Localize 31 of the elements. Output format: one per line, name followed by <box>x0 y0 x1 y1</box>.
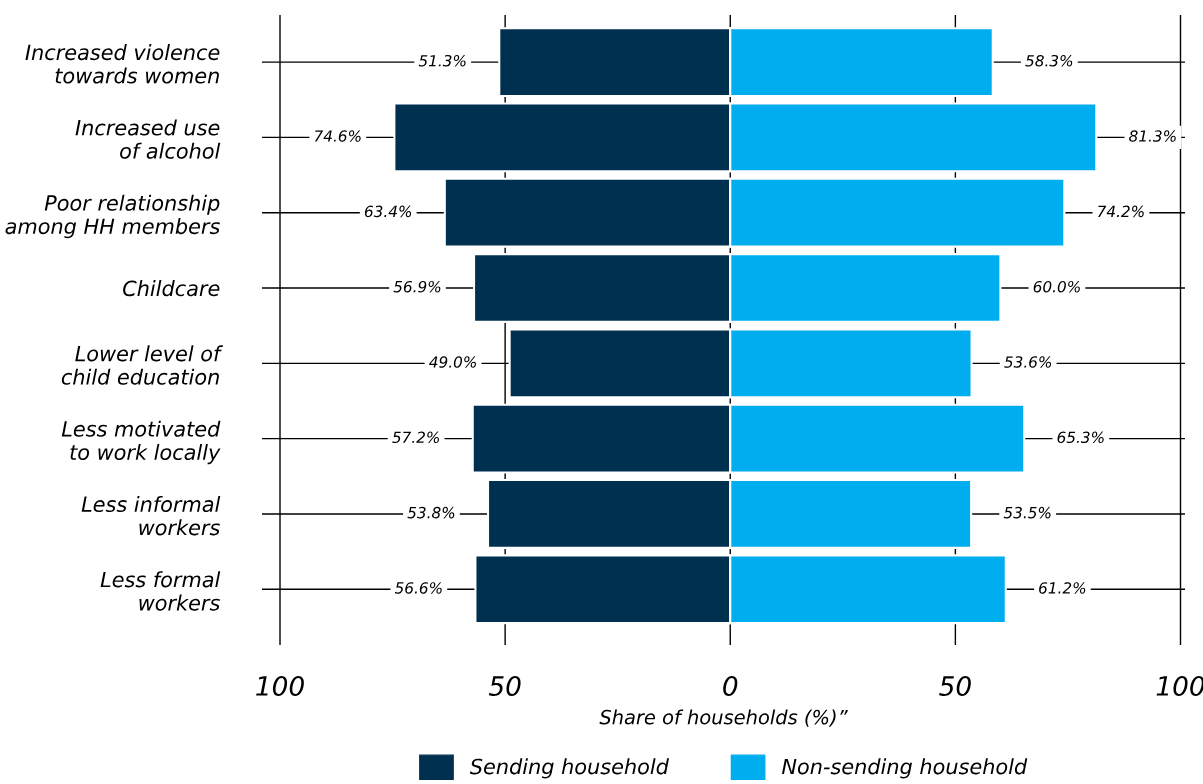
legend-label: Sending household <box>469 758 669 779</box>
x-tick-label: 0 <box>723 676 738 696</box>
data-label: 53.8% <box>407 506 455 519</box>
y-tick-label: Lower level of child education <box>61 345 223 385</box>
y-tick-label: Increased violence towards women <box>25 44 220 84</box>
data-label: 53.5% <box>1003 506 1051 519</box>
data-label: 58.3% <box>1025 54 1073 67</box>
data-label: 49.0% <box>429 356 476 368</box>
data-label: 61.2% <box>1039 582 1086 594</box>
data-label: 56.6% <box>394 582 442 594</box>
data-label: 65.3% <box>1057 431 1104 444</box>
y-tick-label: Less motivated to work locally <box>61 420 221 465</box>
x-tick-label: 50 <box>488 676 521 696</box>
data-label: 74.2% <box>1098 205 1144 218</box>
x-axis-title: Share of households (%)” <box>599 709 848 727</box>
data-label: 53.6% <box>1004 356 1052 368</box>
y-tick-label: Childcare <box>123 280 220 297</box>
data-label: 81.3% <box>1129 130 1176 142</box>
data-label: 51.3% <box>418 54 466 67</box>
y-tick-label: Less formal workers <box>100 571 221 611</box>
data-label: 74.6% <box>314 130 361 142</box>
data-label: 60.0% <box>1033 280 1080 293</box>
y-tick-label: Less informal workers <box>81 495 221 536</box>
legend-label: Non-sending household <box>781 758 1028 779</box>
x-tick-label: 100 <box>256 676 304 696</box>
y-tick-label: Increased use of alcohol <box>75 119 221 159</box>
data-label: 63.4% <box>364 205 412 218</box>
x-tick-label: 50 <box>939 676 971 696</box>
y-tick-label: Poor relationship among HH members <box>5 194 220 239</box>
data-label: 56.9% <box>393 280 441 293</box>
data-label: 57.2% <box>392 431 440 444</box>
